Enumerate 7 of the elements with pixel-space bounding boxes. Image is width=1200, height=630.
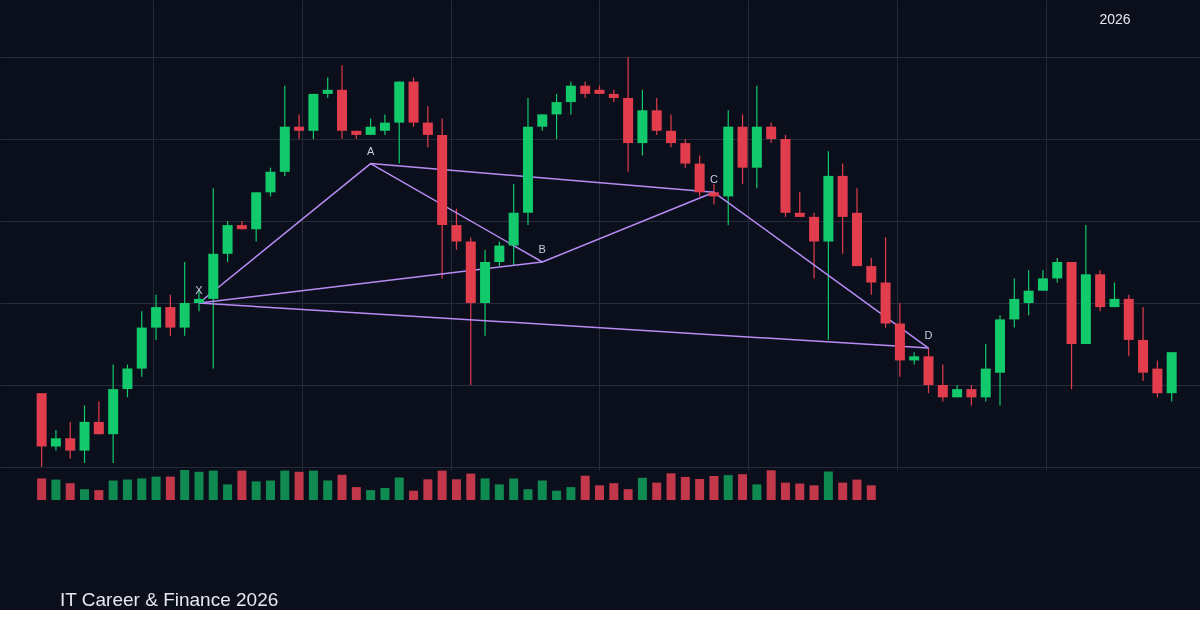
text: IT Career & Finance 2026 — [60, 589, 279, 610]
annotation: D — [924, 329, 933, 342]
annotation: C — [709, 173, 718, 186]
annotation: A — [366, 144, 375, 157]
text: 2026 — [1099, 11, 1131, 27]
annotation: X — [195, 284, 204, 296]
annotation: B — [538, 243, 546, 255]
